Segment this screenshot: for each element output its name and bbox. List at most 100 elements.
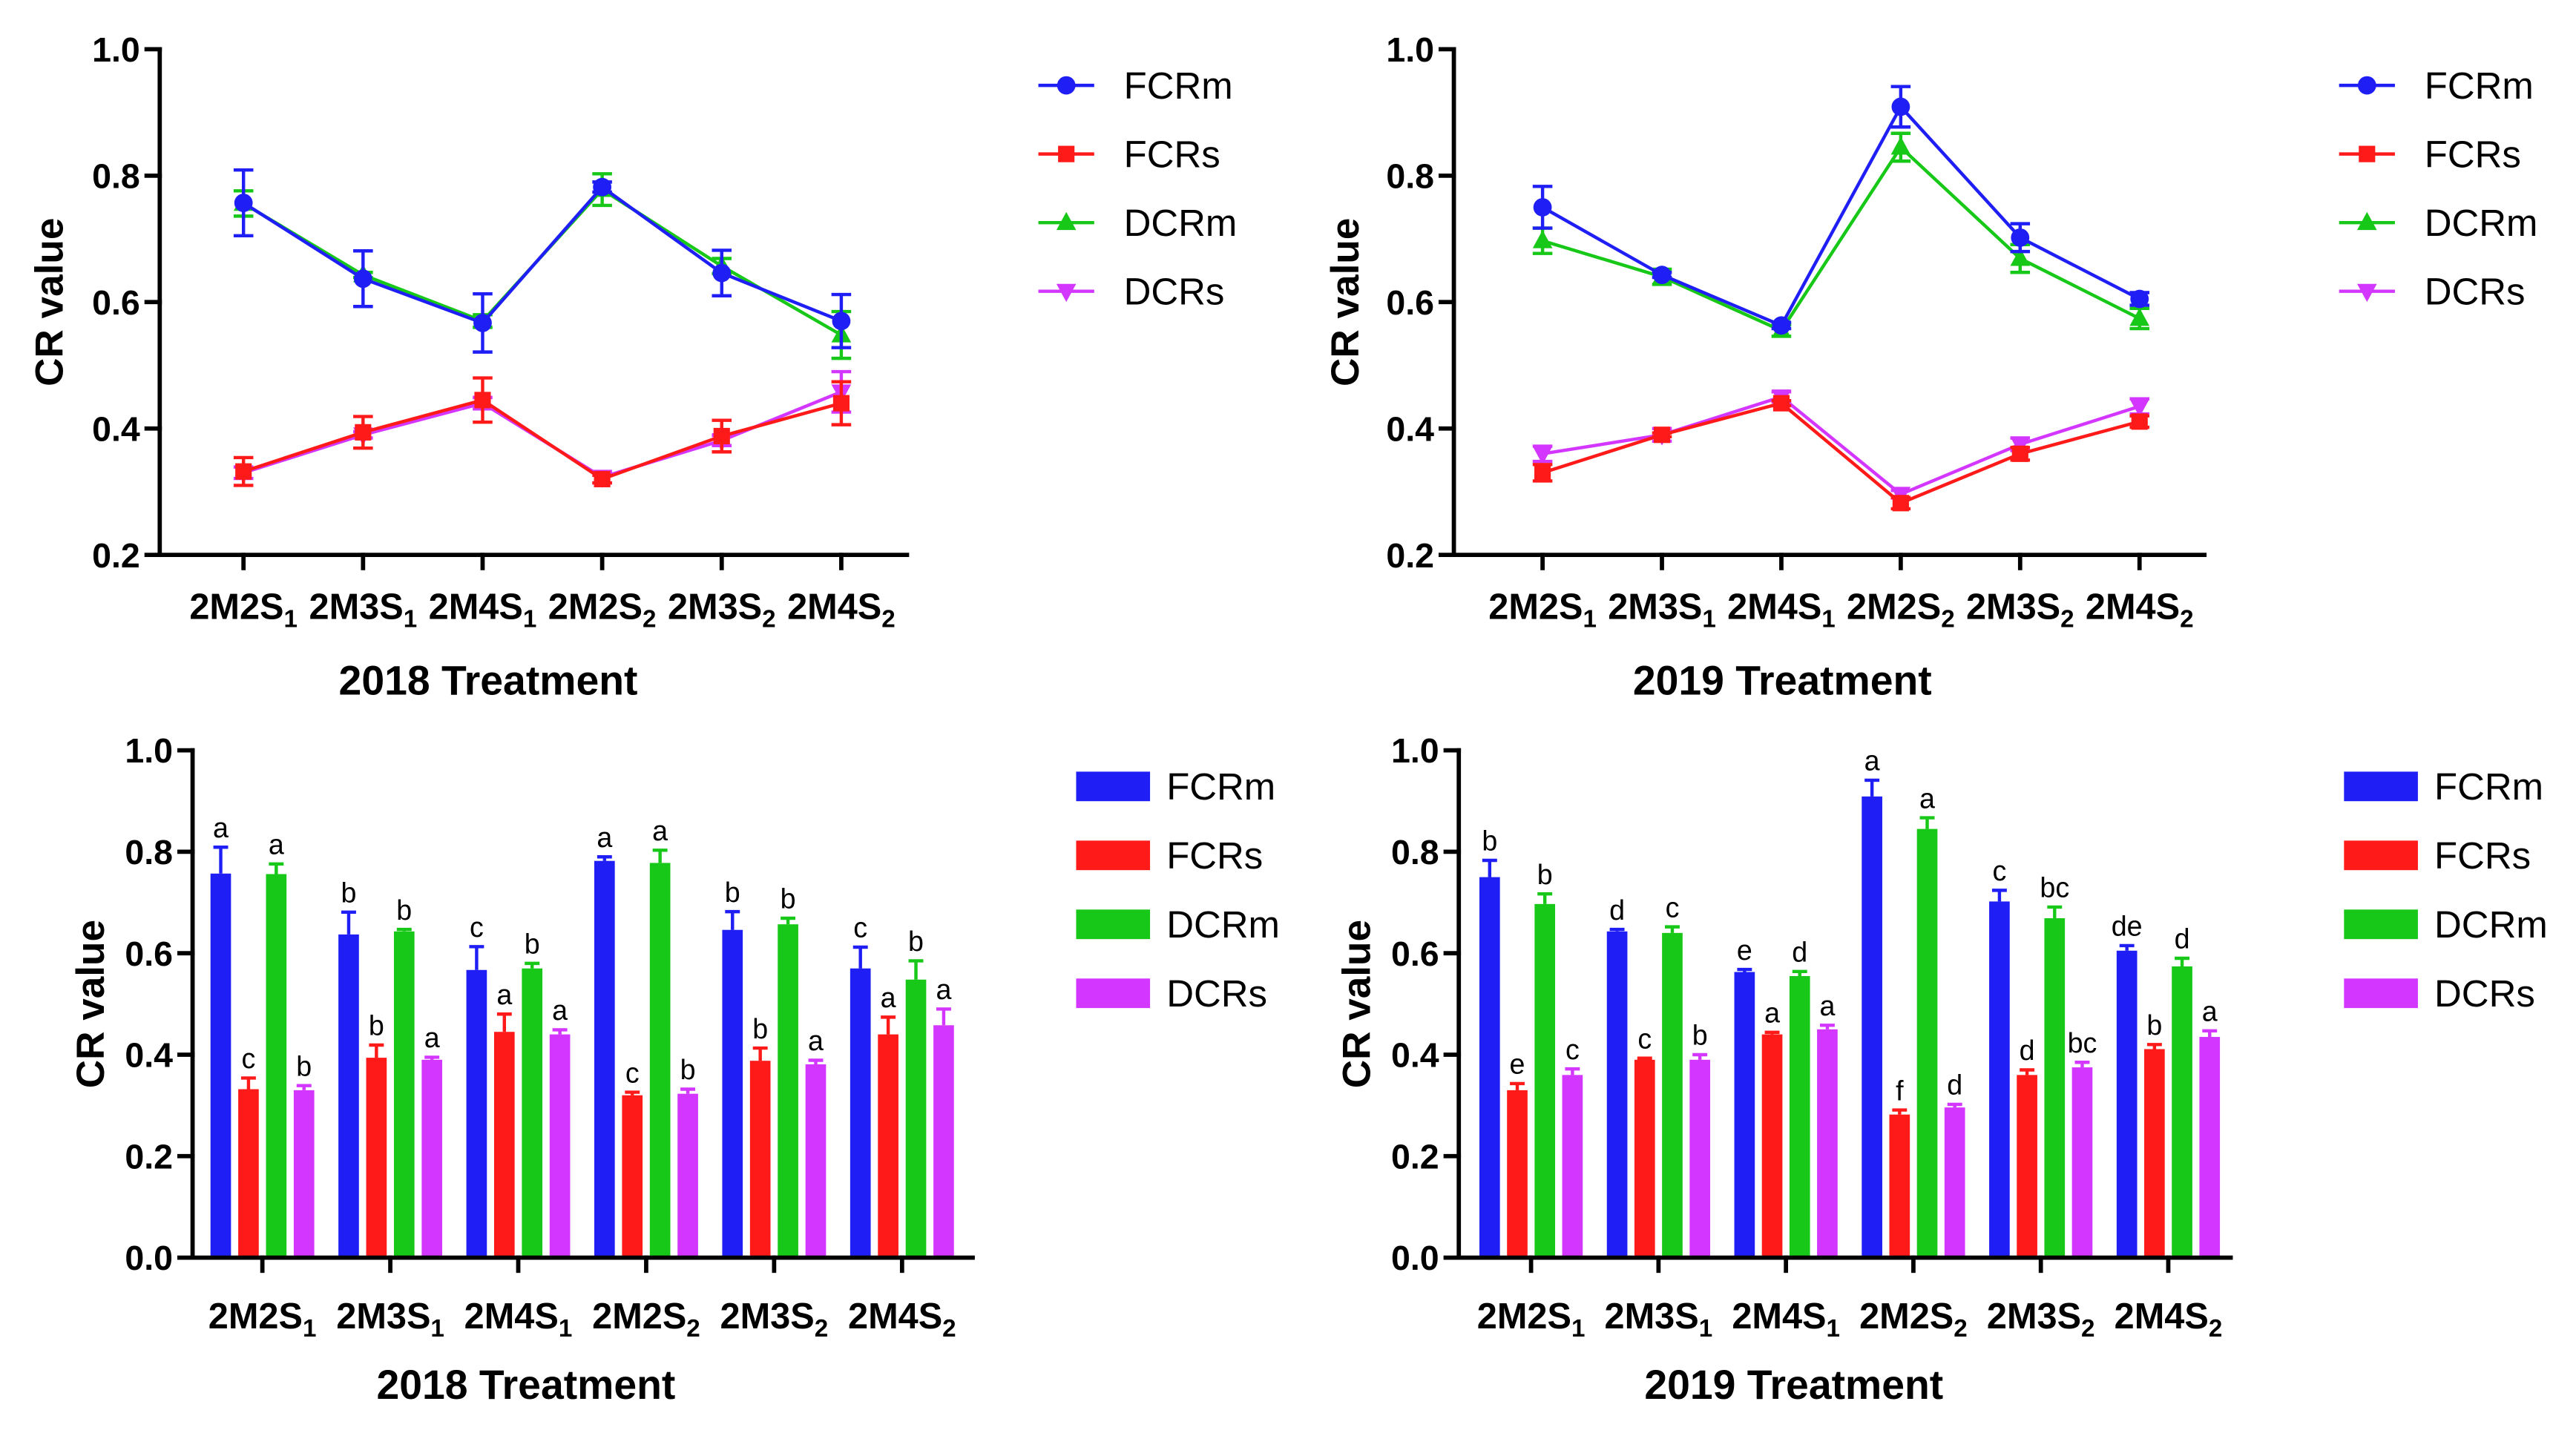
legend-label-fcrs: FCRs: [1166, 834, 1263, 877]
fcrs-significance-label-4: c: [625, 1057, 640, 1088]
x-tick-label-3: 2M4S1: [464, 1296, 573, 1342]
dcrs-significance-label-3: a: [552, 995, 568, 1026]
fcrs-point-3: [474, 392, 491, 409]
dcrs-bar-3: [1817, 1029, 1838, 1258]
fcrm-error-bar-2: [1609, 927, 1625, 932]
x-tick-label-base: 2M3S: [1608, 587, 1702, 627]
y-tick-label: 0.2: [1386, 536, 1434, 575]
y-tick-label: 0.8: [92, 156, 140, 195]
legend-label-dcrm: DCRm: [1124, 202, 1238, 244]
fcrm-point-1: [234, 194, 253, 212]
dcrs-point-1: [1532, 446, 1553, 465]
y-axis-title: CR value: [1335, 920, 1379, 1088]
fcrm-error-bar-1: [213, 846, 229, 874]
legend-label-dcrs: DCRs: [2434, 972, 2535, 1015]
legend-item-fcrm: FCRm: [1038, 65, 1233, 107]
fcrs-error-bar-1: [240, 1076, 256, 1090]
fcrm-significance-label-6: de: [2112, 911, 2143, 942]
x-tick-label-2: 2M3S1: [1605, 1296, 1713, 1342]
legend-item-fcrs: FCRs: [2339, 133, 2521, 175]
x-tick-label-1: 2M2S1: [1477, 1296, 1586, 1342]
fcrs-error-bar-4: [625, 1090, 640, 1095]
legend-label-dcrs: DCRs: [1124, 270, 1225, 312]
x-tick-label-base: 2M3S: [1605, 1296, 1699, 1337]
fcrm-point-3: [1772, 316, 1791, 335]
x-tick-label-base: 2M4S: [2115, 1296, 2209, 1337]
fcrs-point-6: [832, 395, 850, 412]
fcrs-error-bar-6: [881, 1015, 896, 1035]
series-dcrm: [1532, 131, 2150, 338]
fcrm-bar-1: [1479, 877, 1500, 1258]
x-tick-label-subscript: 1: [1699, 1315, 1712, 1342]
fcrs-error-bar-6: [2146, 1043, 2162, 1050]
dcrm-bar-1: [266, 874, 287, 1258]
dcrm-error-bar-1: [269, 862, 284, 874]
x-tick-label-1: 2M2S1: [208, 1296, 317, 1342]
x-tick-label-base: 2M3S: [1987, 1296, 2081, 1337]
legend-label-dcrs: DCRs: [1166, 972, 1267, 1015]
fcrm-bar-2: [1606, 931, 1628, 1258]
fcrs-significance-label-2: c: [1637, 1023, 1652, 1054]
legend-item-dcrm: DCRm: [2339, 202, 2537, 244]
fcrs-bar-2: [366, 1058, 387, 1258]
y-tick-label: 0.8: [1391, 833, 1439, 871]
legend-item-dcrs: DCRs: [1038, 270, 1225, 312]
dcrm-significance-label-6: d: [2175, 923, 2190, 955]
fcrm-significance-label-3: e: [1737, 935, 1752, 966]
fcrm-bar-1: [210, 873, 231, 1258]
y-tick-label: 1.0: [1391, 731, 1439, 770]
x-tick-label-subscript: 1: [404, 606, 417, 633]
dcrs-error-bar-1: [1565, 1067, 1580, 1075]
legend-item-fcrs: FCRs: [1038, 133, 1220, 175]
dcrs-significance-label-4: d: [1947, 1070, 1962, 1101]
dcrs-error-bar-6: [2202, 1029, 2218, 1038]
fcrm-error-bar-5: [725, 909, 740, 930]
y-tick-label: 0.8: [1386, 156, 1434, 195]
dcrs-significance-label-1: b: [296, 1050, 312, 1081]
fcrs-significance-label-5: b: [752, 1013, 768, 1044]
x-axis-title: 2018 Treatment: [376, 1362, 675, 1408]
fcrm-bar-5: [722, 929, 743, 1258]
x-tick-label-subscript: 2: [1954, 1315, 1967, 1342]
legend-label-fcrs: FCRs: [2434, 834, 2531, 877]
x-tick-label-4: 2M2S2: [592, 1296, 700, 1342]
dcrs-significance-label-6: a: [2202, 996, 2218, 1027]
fcrs-point-5: [2011, 445, 2028, 462]
x-tick-label-base: 2M3S: [309, 587, 404, 627]
x-tick-label-4: 2M2S2: [1859, 1296, 1968, 1342]
dcrs-bar-1: [293, 1090, 315, 1258]
fcrm-line: [242, 185, 842, 326]
x-tick-label-subscript: 1: [284, 606, 298, 633]
dcrs-error-bar-1: [296, 1084, 312, 1090]
dcrs-error-bar-6: [936, 1007, 951, 1026]
dcrm-bar-4: [1916, 828, 1938, 1258]
legend: FCRm FCRs DCRm DCRs: [1076, 765, 1280, 1015]
fcrs-bar-1: [1507, 1090, 1528, 1258]
legend-swatch-fcrm: [1076, 771, 1151, 802]
x-tick-label-base: 2M2S: [1477, 1296, 1571, 1337]
legend-marker-fcrm: [1057, 76, 1076, 95]
fcrm-point-4: [1891, 97, 1910, 116]
dcrs-bar-4: [677, 1093, 698, 1258]
x-tick-label-subscript: 1: [523, 606, 536, 633]
x-tick-label-subscript: 1: [1571, 1315, 1585, 1342]
series-fcrs: [233, 376, 852, 487]
fcrs-bar-5: [2017, 1075, 2037, 1258]
fcrs-error-bar-4: [1892, 1108, 1908, 1115]
legend-label-fcrm: FCRm: [2425, 65, 2534, 107]
dcrm-bar-1: [1534, 903, 1556, 1258]
dcrm-significance-label-4: a: [1919, 782, 1935, 814]
legend-item-fcrm: FCRm: [1076, 765, 1275, 808]
fcrs-line: [243, 398, 842, 481]
dcrm-line: [1542, 145, 2140, 333]
x-tick-label-1: 2M2S1: [1488, 587, 1597, 633]
dcrm-error-bar-6: [2175, 956, 2190, 966]
fcrs-significance-label-4: f: [1896, 1075, 1904, 1106]
x-tick-label-base: 2M2S: [548, 587, 643, 627]
x-tick-label-4: 2M2S2: [1847, 587, 1955, 633]
